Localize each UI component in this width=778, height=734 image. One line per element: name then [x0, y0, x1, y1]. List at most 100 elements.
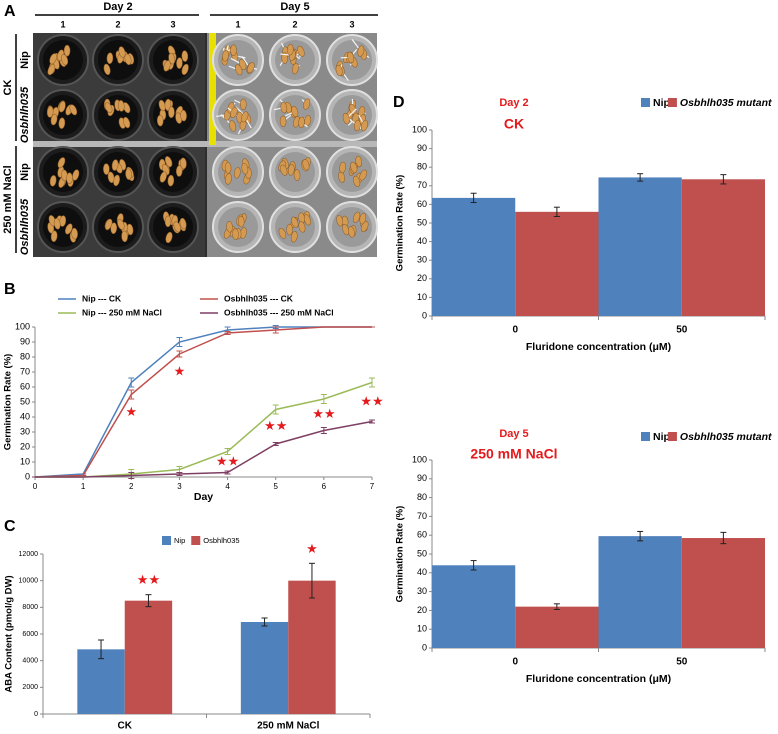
- seed: [278, 227, 287, 239]
- error-bar: [637, 173, 644, 182]
- seed: [342, 112, 350, 125]
- bar: [432, 197, 516, 316]
- y-tick-label: 70: [417, 180, 427, 190]
- x-tick-label: 5: [273, 482, 278, 491]
- seed: [173, 221, 181, 233]
- significance-mark: ★: [306, 541, 318, 556]
- seed: [232, 228, 239, 240]
- seed: [66, 172, 73, 184]
- x-tick-label: 50: [676, 325, 688, 336]
- y-tick-label: 20: [417, 605, 427, 615]
- seed: [176, 165, 183, 177]
- chart-title: Day 5: [499, 428, 528, 440]
- seed: [297, 45, 305, 57]
- well-number: 2: [292, 19, 297, 29]
- y-tick-label: 60: [20, 381, 30, 391]
- y-tick-label: 20: [417, 273, 427, 283]
- seed: [59, 215, 67, 227]
- error-bar: [637, 530, 644, 542]
- panel-label: B: [4, 281, 16, 298]
- chart-subtitle: CK: [504, 116, 524, 132]
- seed: [298, 116, 305, 129]
- seed: [121, 230, 128, 243]
- y-tick-label: 30: [417, 586, 427, 596]
- seed: [104, 102, 113, 114]
- seed: [164, 156, 173, 168]
- well-inner: [218, 207, 258, 247]
- seed: [103, 63, 111, 76]
- y-tick-label: 70: [20, 366, 30, 376]
- y-tick-label: 80: [20, 351, 30, 361]
- seed: [176, 57, 183, 69]
- error-bar: [720, 174, 727, 185]
- y-axis-label: Germination Rate (%): [395, 175, 406, 272]
- row-label: Osbhlh035: [19, 198, 31, 255]
- y-tick-label: 40: [417, 567, 427, 577]
- seed: [347, 51, 355, 64]
- significance-mark: ★★: [264, 418, 287, 433]
- seed: [58, 101, 66, 113]
- y-tick-label: 4000: [22, 658, 38, 665]
- error-bar: [128, 472, 135, 479]
- error-bar: [224, 470, 231, 475]
- seed: [50, 230, 58, 242]
- group-label: CK: [2, 80, 14, 96]
- chart-subtitle: 250 mM NaCl: [470, 446, 557, 462]
- seed: [181, 63, 189, 75]
- panel-label: D: [393, 94, 405, 111]
- significance-mark: ★★: [312, 406, 335, 421]
- seed: [103, 163, 110, 175]
- error-bar: [470, 560, 477, 571]
- bar: [432, 565, 516, 648]
- x-tick-label: 7: [370, 482, 375, 491]
- well-inner: [153, 152, 193, 192]
- y-tick-label: 90: [417, 473, 427, 483]
- legend-swatch: [191, 536, 201, 545]
- seed: [71, 227, 78, 240]
- row-label: Osbhlh035: [19, 86, 31, 143]
- seed: [222, 50, 229, 62]
- seed: [124, 53, 132, 66]
- seed: [359, 169, 367, 181]
- seed: [280, 101, 288, 114]
- error-bar: [320, 394, 327, 404]
- y-tick-label: 10: [417, 624, 427, 634]
- well-number: 3: [170, 19, 175, 29]
- legend-label: Nip: [174, 536, 185, 545]
- y-tick-label: 100: [412, 124, 427, 134]
- bar: [124, 600, 173, 714]
- seed: [49, 53, 57, 65]
- legend-label: Nip --- 250 mM NaCl: [82, 307, 162, 317]
- x-tick-label: 3: [177, 482, 182, 491]
- y-tick-label: 20: [20, 441, 30, 451]
- legend-label: Osbhlh035 mutant: [680, 97, 772, 109]
- seed: [179, 217, 187, 230]
- error-bar: [553, 206, 560, 217]
- error-bar: [272, 404, 279, 415]
- x-tick-label: 50: [676, 657, 688, 668]
- y-tick-label: 70: [417, 511, 427, 521]
- seed: [110, 222, 117, 234]
- seed: [279, 115, 287, 128]
- seed: [72, 169, 80, 181]
- y-tick-label: 90: [417, 143, 427, 153]
- error-bar: [128, 389, 135, 400]
- seed: [353, 175, 361, 188]
- y-tick-label: 30: [417, 255, 427, 265]
- seed: [159, 171, 167, 183]
- seed: [123, 116, 131, 129]
- plate-divider: [33, 141, 377, 147]
- y-tick-label: 80: [417, 162, 427, 172]
- legend-label: Nip: [653, 97, 670, 109]
- seed: [168, 106, 175, 119]
- legend-label: Osbhlh035 --- 250 mM NaCl: [224, 307, 334, 317]
- x-tick-label: 1: [81, 482, 86, 491]
- column-title: Day 5: [280, 1, 309, 13]
- error-bar: [128, 377, 135, 388]
- error-bar: [176, 337, 183, 347]
- y-tick-label: 10: [20, 456, 30, 466]
- seed: [106, 52, 114, 64]
- bar: [681, 179, 765, 316]
- legend-swatch: [162, 536, 171, 545]
- seed: [235, 64, 243, 76]
